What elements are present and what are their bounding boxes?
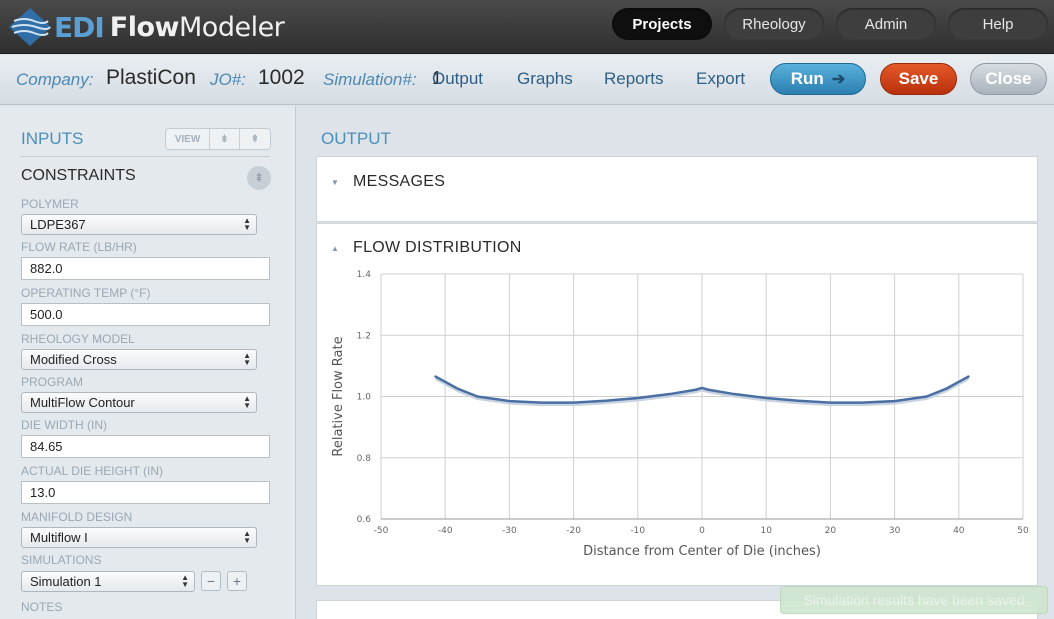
flow-rate-input[interactable]: 882.0 [21,257,270,280]
flow-distribution-chart: -50 -40 -30 -20 -10 0 10 20 30 40 50 0.6 0.8 1.0 1.2 1.… [331,270,1029,559]
select-arrows-icon: ▲ ▼ [243,394,251,410]
collapse-all-icon[interactable]: ⇞ [250,133,260,145]
nav-rheology[interactable]: Rheology [724,8,824,40]
logo-flowmodeler-text: FlowModeler [109,11,285,43]
save-toast: Simulation results have been saved [780,586,1048,614]
expand-triangle-icon[interactable]: ▲ [331,244,339,253]
simulations-value: Simulation 1 [30,574,102,589]
simulation-label: Simulation#: [323,70,417,89]
x-tick-label: -30 [502,526,517,536]
view-controls: VIEW ⇟ ⇞ [165,128,271,150]
x-tick-label: 50 [1017,526,1029,536]
x-tick-label: -50 [374,526,389,536]
logo-edi-text: EDI [54,10,105,44]
flow-rate-label: FLOW RATE (LB/HR) [21,240,137,254]
x-tick-label: -10 [630,526,645,536]
program-label: PROGRAM [21,375,84,389]
export-link[interactable]: Export [696,69,746,88]
notes-label: NOTES [21,600,63,614]
messages-card: ▼ MESSAGES [316,156,1038,222]
x-tick-label: 40 [953,526,965,536]
rheology-model-label: RHEOLOGY MODEL [21,332,135,346]
view-button[interactable]: VIEW [166,129,210,149]
x-tick-label: 0 [699,526,705,536]
run-button[interactable]: Run ➔ [770,63,866,95]
select-arrows-icon: ▲ ▼ [181,573,189,589]
y-tick-label: 1.4 [357,270,372,280]
simulations-label: SIMULATIONS [21,553,102,567]
reports-link[interactable]: Reports [604,69,664,88]
messages-title[interactable]: MESSAGES [353,173,446,190]
manifold-design-select[interactable]: Multiflow I ▲ ▼ [21,527,257,548]
company-value: PlastiCon [106,66,196,89]
nav-help[interactable]: Help [948,8,1048,40]
inputs-divider [20,156,270,157]
x-tick-label: 10 [760,526,772,536]
collapse-up-icon[interactable]: ⇞ [247,166,271,190]
operating-temp-input[interactable]: 500.0 [21,303,270,326]
inputs-title: INPUTS [21,129,84,148]
series-line-shadow [434,377,970,407]
y-tick-label: 0.8 [357,454,372,464]
add-simulation-button[interactable]: + [227,571,247,591]
x-tick-label: 30 [889,526,901,536]
arrow-right-icon: ➔ [831,71,846,88]
nav-admin[interactable]: Admin [836,8,936,40]
die-width-label: DIE WIDTH (IN) [21,418,107,432]
simulations-select[interactable]: Simulation 1 ▲ ▼ [21,571,195,592]
company-label: Company: [16,70,94,89]
series-line [434,375,970,404]
select-arrows-icon: ▲ ▼ [243,216,251,232]
collapse-triangle-icon[interactable]: ▼ [331,178,339,187]
save-button[interactable]: Save [880,63,957,95]
run-label: Run [790,69,824,88]
constraints-title: CONSTRAINTS [21,167,136,184]
output-link[interactable]: Output [432,69,484,88]
y-tick-label: 1.0 [357,393,372,403]
manifold-design-value: Multiflow I [30,530,88,545]
expand-all-icon[interactable]: ⇟ [210,129,240,149]
x-tick-label: -40 [438,526,453,536]
polymer-value: LDPE367 [30,217,86,232]
flow-distribution-title[interactable]: FLOW DISTRIBUTION [353,239,522,256]
rheology-model-select[interactable]: Modified Cross ▲ ▼ [21,349,257,370]
x-tick-label: -20 [566,526,581,536]
select-arrows-icon: ▲ ▼ [243,529,251,545]
polymer-label: POLYMER [21,197,79,211]
top-bar: EDI FlowModeler Projects Rheology Admin … [0,0,1054,54]
remove-simulation-button[interactable]: − [201,571,221,591]
rheology-model-value: Modified Cross [30,352,117,367]
program-select[interactable]: MultiFlow Contour ▲ ▼ [21,392,257,413]
flow-distribution-card: ▲ FLOW DISTRIBUTION -50 -40 -30 -20 -10 0 10 20… [316,223,1038,586]
y-tick-label: 1.2 [357,331,371,341]
close-button[interactable]: Close [970,63,1047,95]
x-tick-label: 20 [825,526,837,536]
manifold-design-label: MANIFOLD DESIGN [21,510,133,524]
x-axis-title: Distance from Center of Die (inches) [583,544,821,559]
app-logo[interactable]: EDI FlowModeler [8,7,285,47]
output-title: OUTPUT [321,129,391,148]
select-arrows-icon: ▲ ▼ [243,351,251,367]
simulation-value: 1 [432,68,443,88]
project-bar: Company: PlastiCon JO#: 1002 Simulation#… [0,55,1054,105]
polymer-select[interactable]: LDPE367 ▲ ▼ [21,214,257,235]
die-width-input[interactable]: 84.65 [21,435,270,458]
die-height-input[interactable]: 13.0 [21,481,270,504]
jo-value: 1002 [258,66,305,89]
operating-temp-label: OPERATING TEMP (°F) [21,286,151,300]
graphs-link[interactable]: Graphs [517,69,573,88]
die-height-label: ACTUAL DIE HEIGHT (IN) [21,464,164,478]
nav-projects[interactable]: Projects [612,8,712,40]
y-axis-title: Relative Flow Rate [331,336,346,456]
program-value: MultiFlow Contour [30,395,135,410]
jo-label: JO#: [210,70,246,89]
y-tick-label: 0.6 [357,515,372,525]
logo-diamond-icon [9,8,51,46]
